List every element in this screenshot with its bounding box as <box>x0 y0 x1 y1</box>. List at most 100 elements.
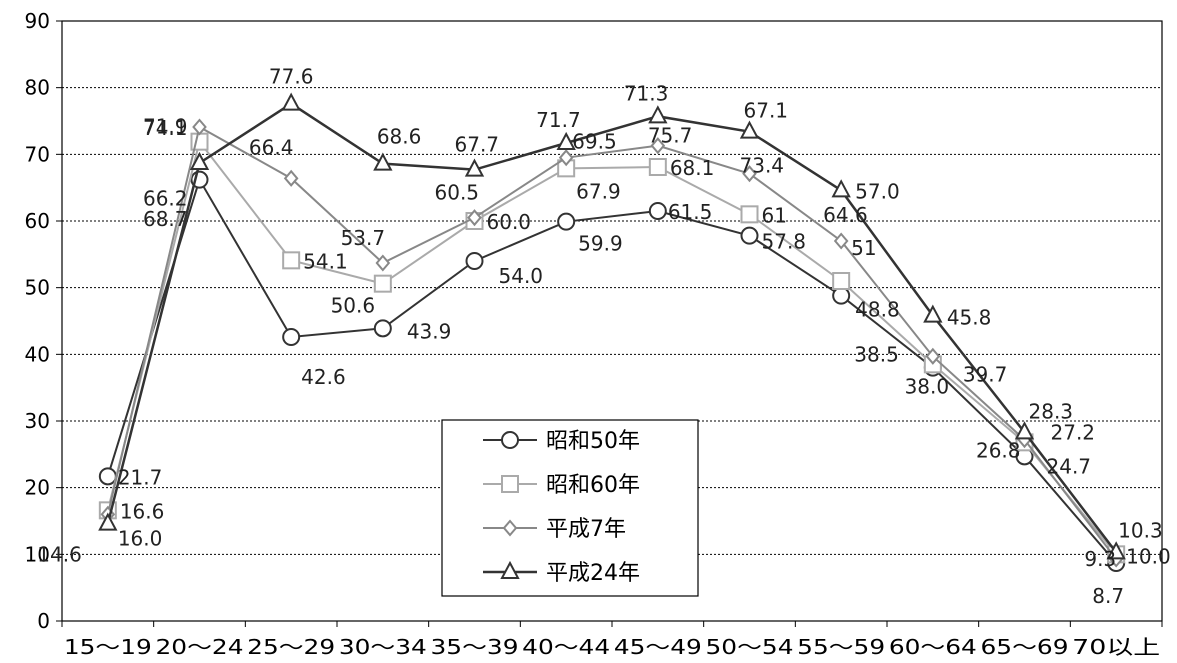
data-point <box>373 152 393 171</box>
data-label: 43.9 <box>407 319 452 343</box>
data-label: 53.7 <box>341 226 386 250</box>
data-point <box>465 252 484 270</box>
legend-marker <box>501 431 519 449</box>
series-triangle <box>98 92 1126 560</box>
data-label: 16.6 <box>120 499 165 523</box>
x-tick-label: 25～29 <box>247 635 335 659</box>
data-label: 71.7 <box>536 108 581 132</box>
data-point <box>742 165 757 183</box>
data-point <box>98 467 117 486</box>
data-point <box>833 232 849 250</box>
data-label: 42.6 <box>301 365 346 389</box>
data-label: 27.2 <box>1051 421 1096 445</box>
data-label: 10.3 <box>1118 518 1163 542</box>
legend-box <box>441 419 699 597</box>
series-line <box>106 139 1117 555</box>
data-point <box>923 304 943 323</box>
data-point <box>464 158 485 177</box>
data-label: 50.6 <box>331 294 376 318</box>
data-label: 77.6 <box>269 65 314 89</box>
data-label: 51 <box>851 236 876 260</box>
series-group <box>98 92 1126 572</box>
data-label: 68.7 <box>143 207 188 231</box>
y-tick-label: 20 <box>25 476 50 500</box>
y-tick-label: 40 <box>25 342 50 366</box>
x-tick-label: 40～44 <box>522 635 610 659</box>
data-label: 61 <box>762 203 787 227</box>
data-label: 71.9 <box>143 115 188 139</box>
data-point <box>556 131 576 150</box>
data-label: 67.1 <box>744 99 789 123</box>
data-label: 59.9 <box>578 232 623 256</box>
data-point <box>373 319 392 338</box>
y-tick-label: 60 <box>25 209 50 233</box>
legend-entry: 平成7年 <box>483 517 626 542</box>
data-label: 75.7 <box>648 124 693 148</box>
y-tick-label: 90 <box>25 9 50 33</box>
y-axis: 0 10 20 30 40 50 60 70 80 90 <box>25 9 62 633</box>
data-point <box>739 120 760 139</box>
legend-label: 昭和60年 <box>546 473 640 498</box>
data-point <box>650 137 666 155</box>
data-label: 39.7 <box>963 362 1008 386</box>
data-label: 48.8 <box>855 298 900 322</box>
legend-label: 平成24年 <box>546 561 640 586</box>
data-label: 73.4 <box>740 154 785 178</box>
data-point <box>282 251 301 270</box>
data-label: 26.8 <box>976 438 1021 462</box>
data-point <box>282 328 301 346</box>
data-point <box>373 274 392 293</box>
data-label: 64.6 <box>823 203 868 227</box>
data-label: 10.0 <box>1126 544 1171 568</box>
data-label: 38.0 <box>905 375 950 399</box>
x-tick-label: 45～49 <box>614 635 702 659</box>
data-label: 68.1 <box>670 156 715 180</box>
data-point <box>832 286 851 305</box>
data-label: 24.7 <box>1047 454 1092 478</box>
x-tick-label: 70以上 <box>1072 635 1160 659</box>
data-point <box>467 209 482 227</box>
data-point <box>192 118 207 136</box>
data-label: 67.9 <box>576 179 621 203</box>
y-tick-label: 50 <box>25 276 50 300</box>
series-line <box>106 125 1117 560</box>
data-label: 9.3 <box>1084 547 1116 571</box>
data-point <box>375 254 391 272</box>
data-label: 54.1 <box>303 249 348 273</box>
legend-entry: 平成24年 <box>483 560 640 586</box>
y-tick-label: 80 <box>25 76 50 100</box>
x-axis: 15～19 20～24 25～29 30～34 35～39 40～44 45～49 50～54… <box>61 621 1163 659</box>
data-label: 60.0 <box>487 210 532 234</box>
data-point <box>281 92 301 111</box>
data-label: 38.5 <box>854 342 899 366</box>
data-label: 54.0 <box>499 264 544 288</box>
x-tick-label: 65～69 <box>981 635 1069 659</box>
data-point <box>1014 421 1035 440</box>
legend-marker <box>502 519 518 537</box>
data-labels: 21.7 66.2 42.6 43.9 54.0 59.9 61.5 57.8 48.8 38.0… <box>37 65 1170 608</box>
data-point <box>557 212 576 231</box>
legend-label: 昭和50年 <box>546 429 640 454</box>
data-label: 71.3 <box>624 81 669 105</box>
data-label: 28.3 <box>1029 399 1074 423</box>
data-label: 57.0 <box>855 179 900 203</box>
data-label: 74.1 <box>143 116 188 140</box>
data-point <box>648 158 667 176</box>
data-label: 8.7 <box>1092 584 1124 608</box>
data-point <box>1106 541 1126 560</box>
data-label: 57.8 <box>762 230 807 254</box>
data-point <box>98 512 118 531</box>
data-label: 21.7 <box>118 465 163 489</box>
data-point <box>740 226 759 245</box>
legend-marker <box>501 475 519 493</box>
data-label: 66.2 <box>143 187 188 211</box>
series-line <box>106 102 1118 554</box>
x-tick-label: 35～39 <box>431 635 519 659</box>
x-tick-label: 50～54 <box>706 635 794 659</box>
legend-entry: 昭和60年 <box>483 473 640 498</box>
data-point <box>925 347 941 365</box>
data-label: 61.5 <box>668 200 713 224</box>
data-point <box>648 105 668 124</box>
